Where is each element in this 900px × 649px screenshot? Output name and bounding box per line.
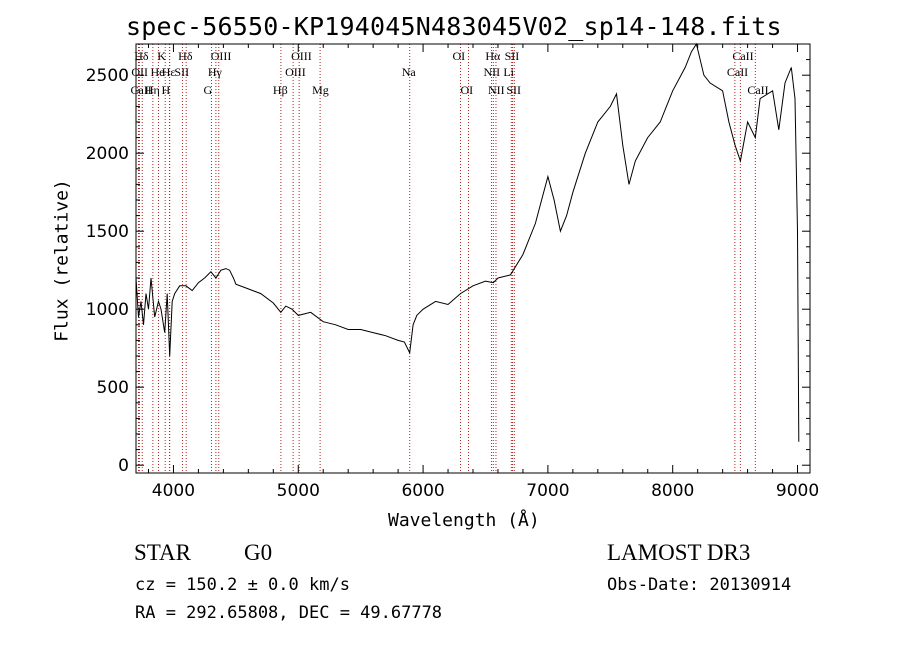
x-tick-label-3: 7000 — [526, 481, 569, 501]
x-tick-label-5: 9000 — [776, 481, 819, 501]
y-tick-label-3: 1500 — [86, 222, 129, 242]
object-subclass: G0 — [244, 540, 273, 565]
line-marker-label-1: OII — [131, 65, 148, 79]
line-marker-label-25: SII — [506, 83, 521, 97]
line-marker-label-18: OI — [453, 49, 466, 63]
x-tick-label-0: 4000 — [152, 481, 195, 501]
line-marker-label-9: SII — [174, 65, 189, 79]
line-marker-label-6: Hε — [162, 65, 176, 79]
line-marker-label-12: G — [204, 83, 213, 97]
y-tick-label-1: 500 — [97, 378, 129, 398]
line-marker-label-16: Mg — [312, 83, 329, 97]
line-marker-label-5: Hη — [145, 83, 160, 97]
plot-frame — [135, 43, 811, 474]
line-marker-label-28: CaII — [747, 83, 768, 97]
line-marker-label-27: CaII — [727, 65, 748, 79]
y-tick-label-0: 0 — [118, 456, 129, 476]
spectrum-line — [135, 42, 800, 442]
line-marker-label-17: Na — [402, 65, 417, 79]
x-tick-label-4: 8000 — [651, 481, 694, 501]
line-marker-label-3: K — [157, 49, 166, 63]
redshift-line: cz = 150.2 ± 0.0 km/s — [135, 575, 350, 595]
chart-title: spec-56550-KP194045N483045V02_sp14-148.f… — [126, 12, 782, 41]
x-axis-label: Wavelength (Å) — [388, 510, 540, 531]
line-marker-label-23: SII — [505, 49, 520, 63]
line-marker-label-26: CaII — [732, 49, 753, 63]
object-class: STAR — [134, 540, 191, 565]
line-marker-label-19: OI — [461, 83, 474, 97]
line-marker-label-11: Hγ — [208, 65, 223, 79]
line-marker-label-20: Hα — [485, 49, 501, 63]
line-marker-label-7: H — [161, 83, 170, 97]
line-marker-label-14: OIII — [291, 49, 312, 63]
line-marker-label-13: Hβ — [273, 83, 288, 97]
y-tick-label-4: 2000 — [86, 144, 129, 164]
line-marker-label-8: Hδ — [178, 49, 193, 63]
y-tick-label-5: 2500 — [86, 66, 129, 86]
x-tick-label-1: 5000 — [277, 481, 320, 501]
y-tick-label-2: 1000 — [86, 300, 129, 320]
line-marker-label-4: He — [150, 65, 164, 79]
obs-date: Obs-Date: 20130914 — [607, 575, 792, 595]
line-marker-label-15: OIII — [285, 65, 306, 79]
line-marker-label-21: NII — [483, 65, 500, 79]
line-marker-label-10: OIII — [211, 49, 232, 63]
line-marker-label-24: Li — [503, 65, 514, 79]
coordinates: RA = 292.65808, DEC = 49.67778 — [135, 603, 443, 623]
line-marker-label-22: NII — [488, 83, 505, 97]
x-tick-label-2: 6000 — [401, 481, 444, 501]
survey-name: LAMOST DR3 — [607, 540, 751, 565]
y-axis-label: Flux (relative) — [51, 179, 73, 342]
